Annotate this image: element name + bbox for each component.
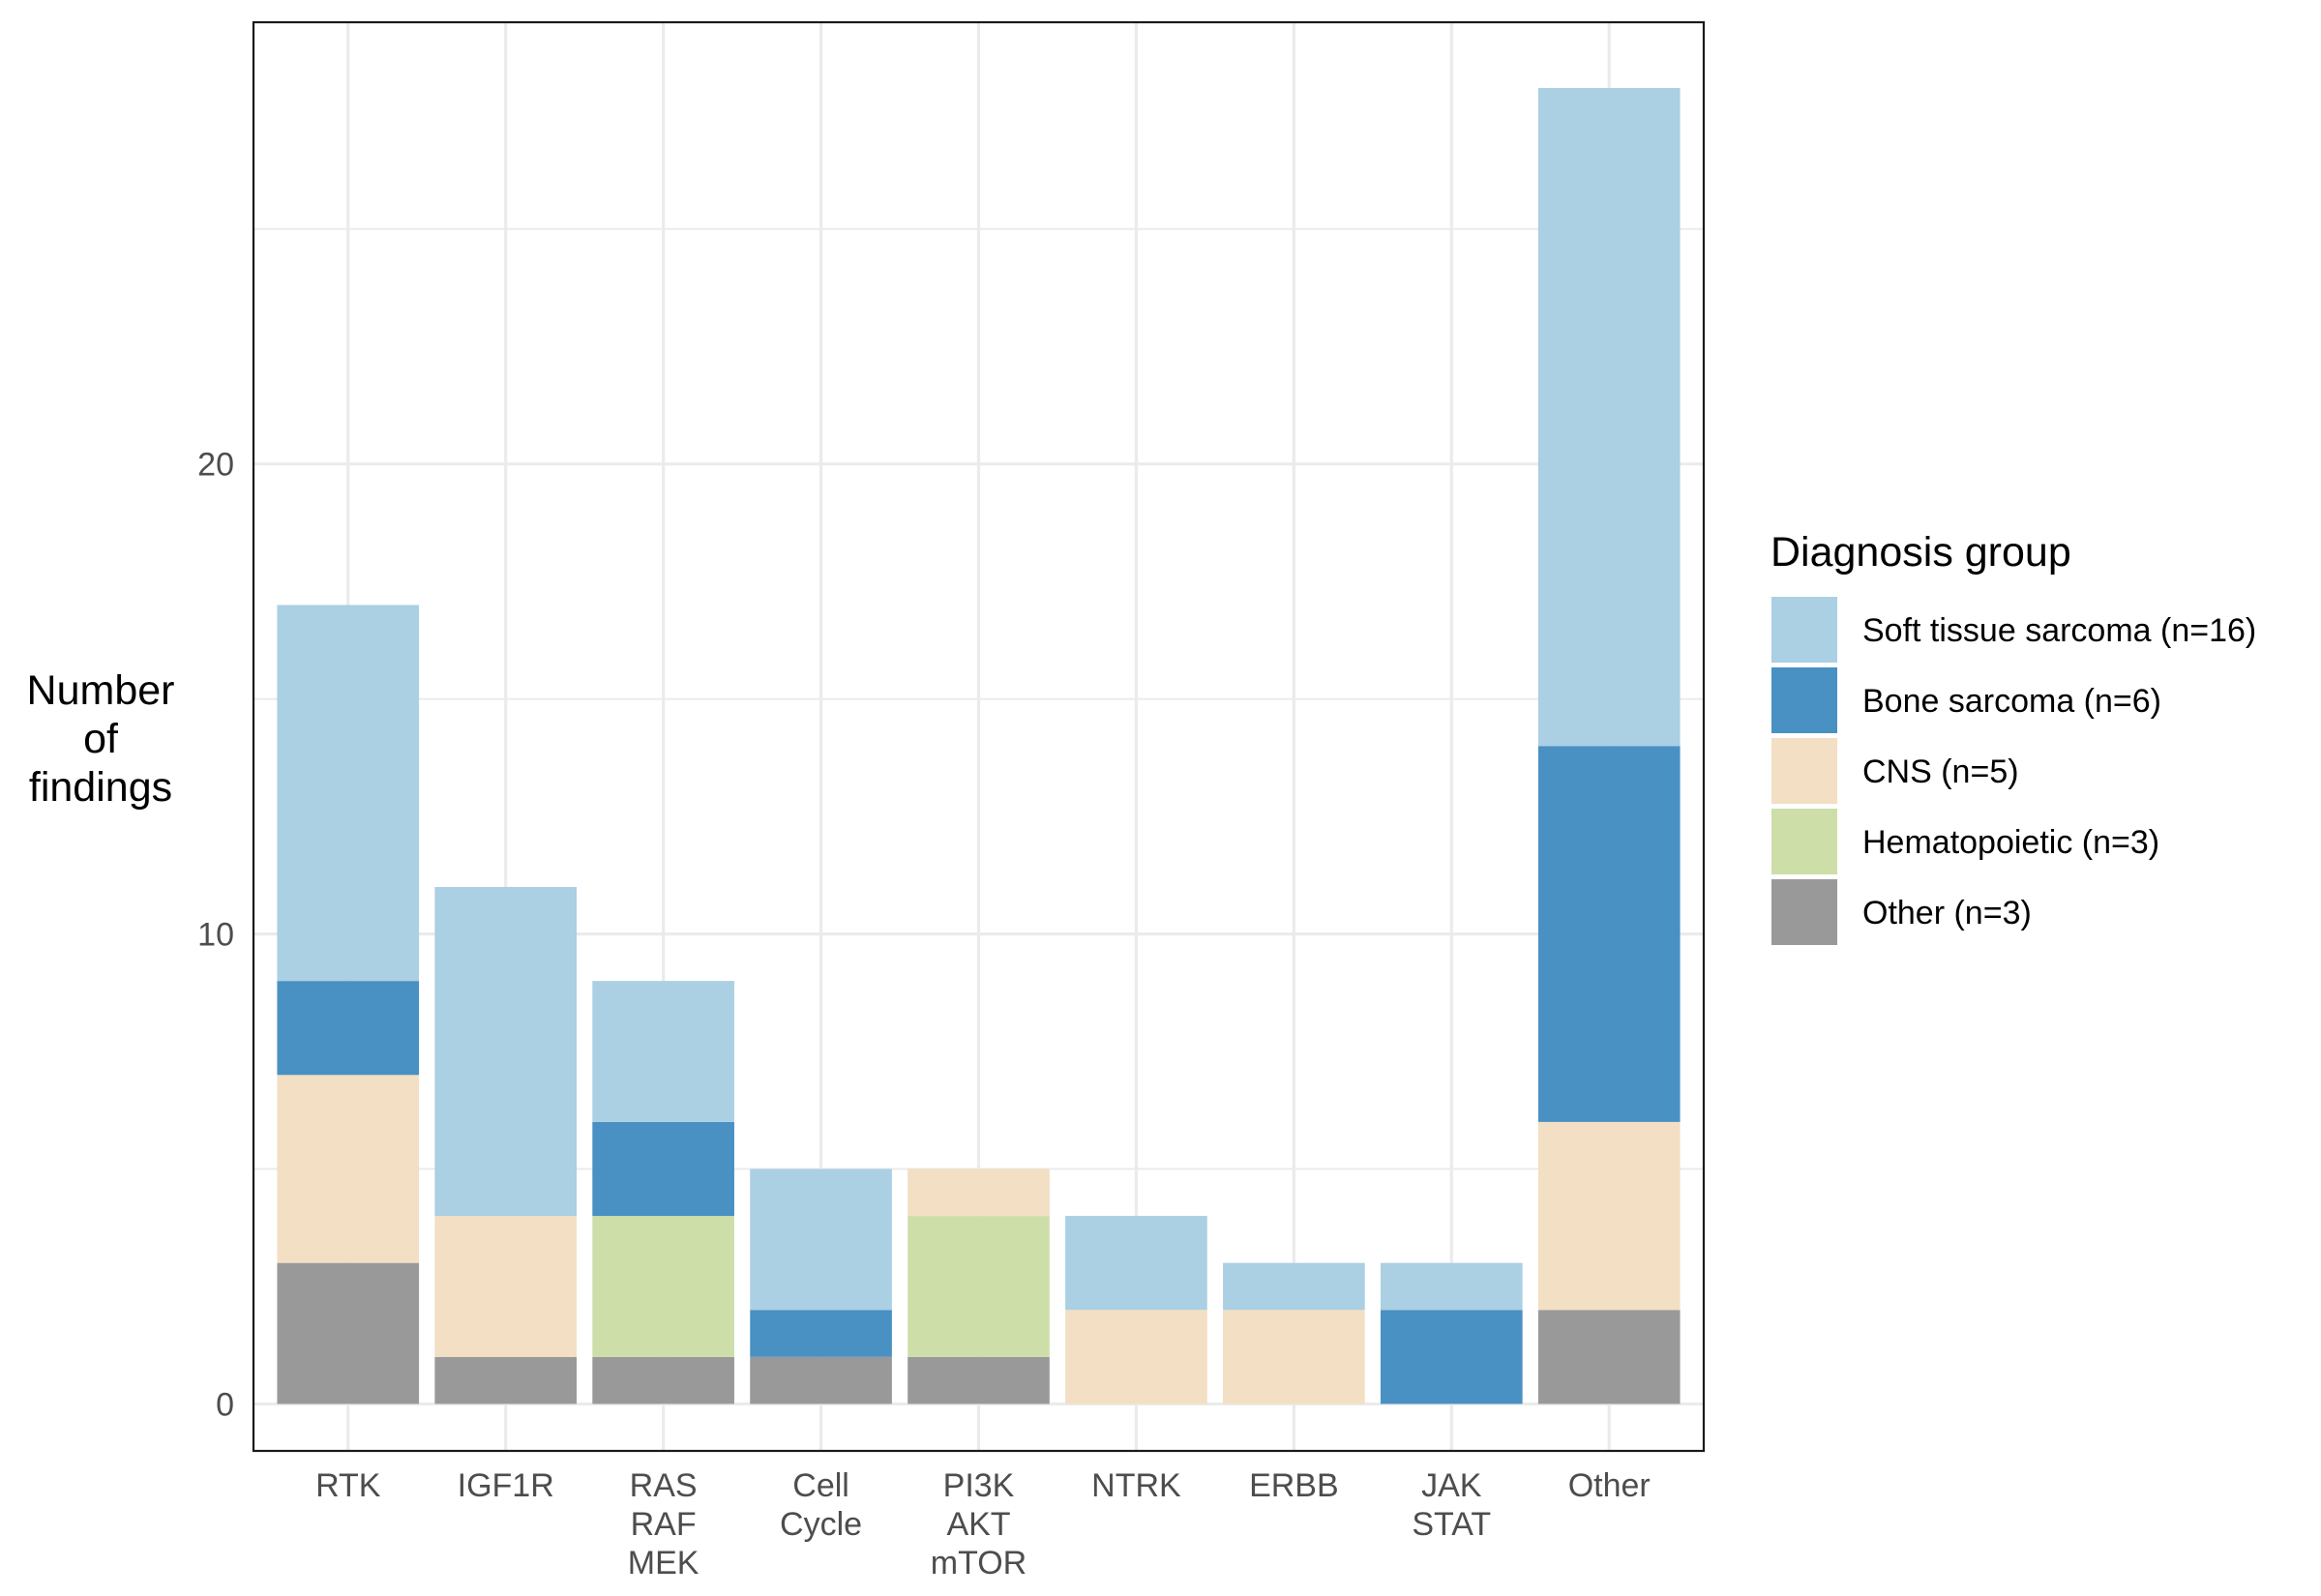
bar-segment-other: [592, 1356, 734, 1404]
x-tick-label-line: RTK: [315, 1467, 381, 1504]
bar-segment-other: [908, 1356, 1050, 1404]
legend: Diagnosis group Soft tissue sarcoma (n=16…: [1771, 529, 2256, 945]
bar-segment-bone-sarcoma: [1537, 746, 1681, 1122]
x-tick-label: IGF1R: [458, 1467, 554, 1504]
legend-swatch: [1771, 667, 1837, 733]
y-axis-title-line: of: [83, 716, 119, 762]
bar-segment-soft-tissue-sarcoma: [1065, 1216, 1207, 1311]
bar-segment-other: [750, 1356, 892, 1404]
legend-swatch: [1771, 738, 1837, 804]
legend-title: Diagnosis group: [1771, 529, 2071, 576]
bar-segment-soft-tissue-sarcoma: [277, 605, 420, 982]
bar-segment-other: [434, 1356, 578, 1404]
bars: [277, 88, 1681, 1404]
y-axis-title-line: Number: [27, 667, 175, 714]
bar-segment-soft-tissue-sarcoma: [434, 886, 578, 1217]
bar-segment-cns: [1537, 1121, 1681, 1311]
bar-segment-bone-sarcoma: [592, 1121, 734, 1217]
bar-segment-soft-tissue-sarcoma: [750, 1168, 892, 1311]
bar-segment-other: [277, 1262, 420, 1404]
x-tick-label-line: Cycle: [780, 1506, 862, 1543]
x-tick-label-line: MEK: [628, 1545, 699, 1581]
bar-segment-soft-tissue-sarcoma: [1223, 1262, 1365, 1311]
y-axis-title: Number of findings: [27, 667, 175, 811]
x-tick-label-line: mTOR: [931, 1545, 1027, 1581]
legend-label: Bone sarcoma (n=6): [1862, 683, 2161, 720]
x-tick-label-line: Other: [1568, 1467, 1651, 1504]
x-tick-label-line: ERBB: [1249, 1467, 1339, 1504]
x-tick-label: RAS RAF MEK: [628, 1467, 699, 1581]
x-tick-label-line: Cell: [792, 1467, 849, 1504]
legend-label: Soft tissue sarcoma (n=16): [1862, 612, 2256, 649]
x-tick-label: ERBB: [1249, 1467, 1339, 1504]
x-tick-label-line: RAF: [631, 1506, 697, 1543]
x-tick-label-line: STAT: [1412, 1506, 1491, 1543]
x-tick-label: Cell Cycle: [780, 1467, 862, 1543]
legend-swatch: [1771, 809, 1837, 874]
bar-segment-soft-tissue-sarcoma: [1537, 88, 1681, 747]
y-tick-label: 20: [197, 447, 234, 484]
legend-label: Hematopoietic (n=3): [1862, 824, 2159, 861]
x-tick-label-line: IGF1R: [458, 1467, 554, 1504]
x-tick-label: PI3K AKT mTOR: [931, 1467, 1027, 1581]
bar-segment-cns: [1223, 1310, 1365, 1404]
legend-swatch: [1771, 879, 1837, 945]
bar-segment-cns: [908, 1168, 1050, 1217]
bar-segment-cns: [1065, 1310, 1207, 1404]
y-tick-label: 0: [216, 1386, 234, 1423]
bar-segment-bone-sarcoma: [1380, 1310, 1523, 1404]
bar-segment-soft-tissue-sarcoma: [592, 981, 734, 1122]
bar-segment-bone-sarcoma: [750, 1310, 892, 1357]
x-tick-label: NTRK: [1091, 1467, 1181, 1504]
x-tick-label-line: JAK: [1421, 1467, 1482, 1504]
bar-segment-cns: [434, 1216, 578, 1357]
x-tick-label: RTK: [315, 1467, 381, 1504]
y-tick-label: 10: [197, 917, 234, 954]
bar-segment-soft-tissue-sarcoma: [1380, 1262, 1523, 1311]
legend-label: Other (n=3): [1862, 895, 2032, 931]
legend-swatch: [1771, 597, 1837, 663]
x-tick-label: Other: [1568, 1467, 1651, 1504]
bar-segment-cns: [277, 1075, 420, 1263]
legend-label: CNS (n=5): [1862, 754, 2019, 790]
x-tick-label-line: AKT: [946, 1506, 1010, 1543]
x-tick-label: JAK STAT: [1412, 1467, 1491, 1543]
bar-segment-hematopoietic: [908, 1216, 1050, 1357]
bar-segment-other: [1537, 1310, 1681, 1404]
bar-segment-bone-sarcoma: [277, 981, 420, 1076]
bar-segment-hematopoietic: [592, 1216, 734, 1357]
y-axis-title-line: findings: [29, 764, 172, 811]
x-tick-label-line: PI3K: [943, 1467, 1015, 1504]
panel-border: [252, 20, 1706, 1453]
x-tick-label-line: RAS: [630, 1467, 698, 1504]
x-tick-label-line: NTRK: [1091, 1467, 1181, 1504]
